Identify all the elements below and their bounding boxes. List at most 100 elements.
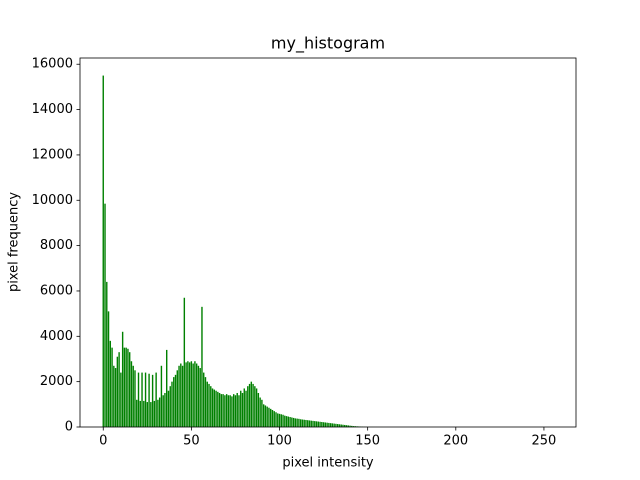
bar xyxy=(111,347,113,427)
bar xyxy=(155,372,157,427)
bar xyxy=(188,362,191,427)
bar xyxy=(245,390,247,427)
bar xyxy=(285,416,288,427)
bar xyxy=(287,416,290,427)
bar xyxy=(211,388,214,427)
bar xyxy=(220,394,223,427)
bar xyxy=(344,424,346,427)
y-tick-label: 14000 xyxy=(32,102,73,117)
bar xyxy=(139,400,141,427)
bar xyxy=(134,370,136,427)
y-tick-label: 16000 xyxy=(32,57,73,72)
bar xyxy=(114,368,117,427)
bar xyxy=(229,395,231,427)
bar xyxy=(247,386,249,427)
bar xyxy=(329,423,332,427)
bar xyxy=(125,347,127,427)
bar xyxy=(180,363,182,427)
bar xyxy=(199,368,201,427)
chart-title: my_histogram xyxy=(271,34,385,54)
bar xyxy=(347,425,349,427)
x-axis-label: pixel intensity xyxy=(282,456,374,471)
bar xyxy=(109,340,112,427)
bar xyxy=(284,415,286,427)
x-tick-label: 100 xyxy=(267,434,292,449)
bar xyxy=(232,394,235,427)
bar xyxy=(307,420,309,427)
bar xyxy=(266,406,268,427)
bar xyxy=(326,422,328,427)
bar xyxy=(194,361,196,427)
bar xyxy=(351,425,353,427)
bar xyxy=(157,399,159,427)
bar xyxy=(317,421,320,427)
bar xyxy=(130,361,133,427)
x-tick-label: 0 xyxy=(99,434,107,449)
bar xyxy=(319,421,321,427)
bar xyxy=(213,389,216,427)
x-tick-label: 200 xyxy=(443,434,468,449)
bar xyxy=(248,383,251,427)
bar xyxy=(166,349,168,427)
bar xyxy=(113,365,115,427)
bar xyxy=(271,409,274,427)
bar xyxy=(268,407,270,427)
bar xyxy=(303,419,305,427)
bar xyxy=(164,392,166,427)
bar xyxy=(185,362,187,427)
bar xyxy=(120,372,122,427)
bar xyxy=(298,418,300,427)
bar xyxy=(336,424,339,427)
bar xyxy=(308,420,311,427)
bar xyxy=(192,363,194,427)
bar xyxy=(227,395,230,427)
bar xyxy=(174,374,177,427)
bar xyxy=(153,400,156,427)
bar xyxy=(116,356,119,427)
bar xyxy=(123,347,126,427)
bar xyxy=(241,392,244,427)
bar xyxy=(301,419,304,427)
bar xyxy=(345,425,348,427)
bar xyxy=(322,422,325,427)
bar xyxy=(210,386,212,427)
bar xyxy=(160,365,163,427)
y-tick-label: 0 xyxy=(65,420,73,435)
bar xyxy=(352,426,355,427)
bar xyxy=(162,395,164,427)
bar xyxy=(104,203,106,427)
bar xyxy=(257,392,260,427)
bar xyxy=(128,352,131,427)
bar xyxy=(203,372,205,427)
bar xyxy=(158,397,161,427)
bar xyxy=(206,381,208,427)
bar xyxy=(144,372,147,427)
bar xyxy=(224,395,226,427)
bar xyxy=(250,381,253,427)
bar xyxy=(315,421,318,427)
bar xyxy=(118,352,120,427)
bar xyxy=(282,414,284,427)
bar xyxy=(262,404,265,427)
x-tick-label: 150 xyxy=(355,434,380,449)
y-tick-label: 6000 xyxy=(40,283,73,298)
bar xyxy=(146,402,149,427)
bar xyxy=(261,399,263,427)
bar xyxy=(314,421,316,427)
bar xyxy=(331,423,334,427)
y-tick-label: 12000 xyxy=(32,147,73,162)
bar xyxy=(340,424,342,427)
bar xyxy=(137,372,140,427)
y-tick-label: 4000 xyxy=(40,329,73,344)
bar xyxy=(305,419,307,427)
x-tick-label: 50 xyxy=(183,434,200,449)
plot-frame xyxy=(79,57,577,428)
bar xyxy=(171,381,173,427)
bar xyxy=(148,373,150,427)
bar xyxy=(217,391,219,427)
bar xyxy=(312,420,314,427)
y-tick-label: 2000 xyxy=(40,374,73,389)
bar xyxy=(342,424,344,427)
bar xyxy=(277,413,279,427)
